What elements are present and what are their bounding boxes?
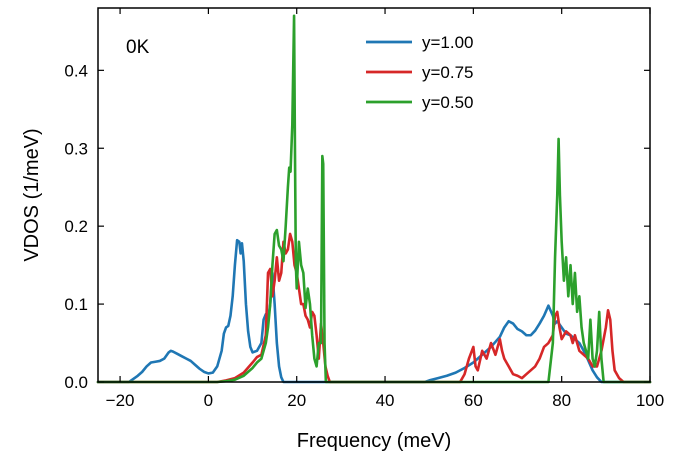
y-tick-label: 0.2 xyxy=(64,217,88,236)
y-axis-label: VDOS (1/meV) xyxy=(21,128,43,261)
series-lines xyxy=(96,14,652,384)
legend-label-1: y=0.75 xyxy=(422,63,474,82)
x-tick-label: 100 xyxy=(636,391,664,410)
x-tick-label: 0 xyxy=(204,391,213,410)
x-tick-label: 20 xyxy=(287,391,306,410)
x-tick-label: 80 xyxy=(552,391,571,410)
y-tick-label: 0.1 xyxy=(64,295,88,314)
legend-label-2: y=0.50 xyxy=(422,93,474,112)
plot-frame xyxy=(97,7,651,383)
legend-label-0: y=1.00 xyxy=(422,33,474,52)
x-tick-label: 60 xyxy=(464,391,483,410)
y-tick-label: 0.0 xyxy=(64,373,88,392)
x-axis-label: Frequency (meV) xyxy=(297,430,452,452)
axis-ticks: −20 0 20 40 60 80 100 0.0 0.1 0.2 0.3 0.4 xyxy=(64,8,664,410)
legend: y=1.00 y=0.75 y=0.50 xyxy=(366,33,474,112)
series-line-2 xyxy=(96,14,652,384)
temperature-annotation: 0K xyxy=(126,37,150,58)
x-tick-label: 40 xyxy=(376,391,395,410)
x-tick-label: −20 xyxy=(106,391,135,410)
y-tick-label: 0.3 xyxy=(64,139,88,158)
y-tick-label: 0.4 xyxy=(64,61,88,80)
series-line-1 xyxy=(96,232,652,384)
